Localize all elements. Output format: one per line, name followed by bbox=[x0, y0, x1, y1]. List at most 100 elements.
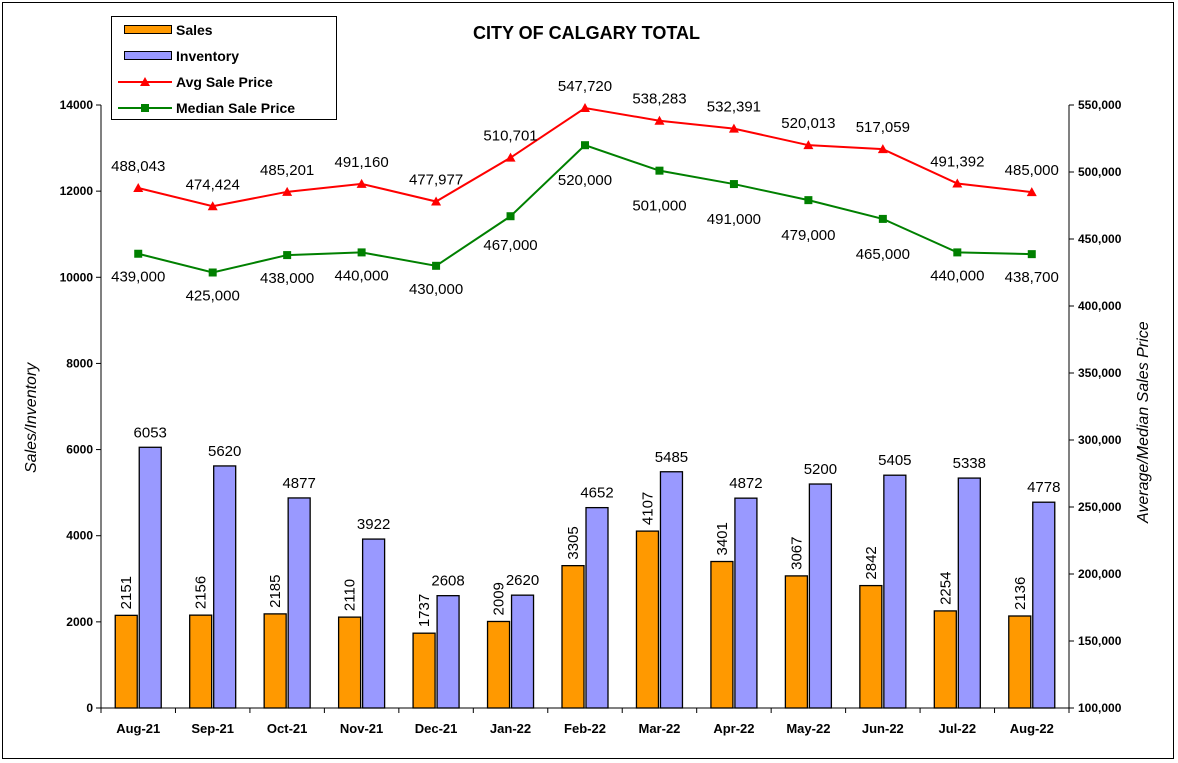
point-avg-sale-price bbox=[803, 140, 814, 150]
x-tick-label: Apr-22 bbox=[713, 721, 754, 736]
data-label-avg-sale-price: 538,283 bbox=[632, 91, 686, 108]
data-label-avg-sale-price: 485,201 bbox=[260, 162, 314, 179]
y-tick-label-left: 10000 bbox=[60, 270, 94, 284]
y-tick-label-right: 350,000 bbox=[1078, 366, 1122, 380]
data-label-avg-sale-price: 510,701 bbox=[483, 128, 537, 145]
point-median-sale-price bbox=[506, 212, 515, 221]
data-label-median-sale-price: 438,700 bbox=[1005, 269, 1059, 286]
data-label-avg-sale-price: 474,424 bbox=[186, 176, 240, 193]
bar-inventory bbox=[138, 446, 162, 709]
bar-sales bbox=[189, 614, 213, 709]
y-tick-label-right: 250,000 bbox=[1078, 500, 1122, 514]
bar-sales bbox=[933, 610, 957, 709]
bar-inventory bbox=[1032, 501, 1056, 709]
bar-inventory bbox=[883, 474, 907, 709]
y-tick-label-left: 2000 bbox=[66, 615, 93, 629]
point-avg-sale-price bbox=[431, 196, 442, 206]
y-tick-label-right: 200,000 bbox=[1078, 567, 1122, 581]
data-label-avg-sale-price: 517,059 bbox=[856, 119, 910, 136]
point-median-sale-price bbox=[357, 248, 366, 257]
data-label-median-sale-price: 430,000 bbox=[409, 281, 463, 298]
bar-inventory bbox=[808, 483, 833, 709]
legend-square-marker bbox=[141, 104, 149, 112]
bar-sales bbox=[263, 613, 287, 709]
bar-sales bbox=[859, 584, 883, 709]
bar-sales bbox=[1008, 615, 1032, 709]
bar-inventory bbox=[510, 594, 535, 709]
point-avg-sale-price bbox=[356, 178, 367, 188]
bar-sales bbox=[784, 575, 809, 709]
data-label-inventory: 4778 bbox=[1027, 479, 1060, 496]
point-avg-sale-price bbox=[728, 123, 739, 133]
legend-item-inventory: Inventory bbox=[112, 45, 336, 67]
data-label-inventory: 2620 bbox=[506, 572, 539, 589]
data-label-avg-sale-price: 491,160 bbox=[334, 154, 388, 171]
data-label-avg-sale-price: 547,720 bbox=[558, 78, 612, 95]
x-tick-label: Jul-22 bbox=[939, 721, 977, 736]
bar-inventory bbox=[361, 538, 386, 709]
data-label-sales: 2009 bbox=[491, 582, 508, 615]
data-label-sales: 2185 bbox=[267, 575, 284, 608]
x-tick-label: Sep-21 bbox=[191, 721, 234, 736]
data-label-sales: 4107 bbox=[639, 492, 656, 525]
data-label-median-sale-price: 440,000 bbox=[334, 267, 388, 284]
x-tick-label: Aug-22 bbox=[1010, 721, 1054, 736]
x-tick-label: Feb-22 bbox=[564, 721, 606, 736]
data-label-median-sale-price: 439,000 bbox=[111, 269, 165, 286]
data-label-inventory: 3922 bbox=[357, 516, 390, 533]
point-avg-sale-price bbox=[1026, 187, 1037, 197]
point-median-sale-price bbox=[953, 248, 962, 257]
x-tick-label: Aug-21 bbox=[116, 721, 160, 736]
point-median-sale-price bbox=[655, 166, 664, 175]
x-tick-label: Oct-21 bbox=[267, 721, 307, 736]
data-label-inventory: 4872 bbox=[729, 475, 762, 492]
x-tick-label: Nov-21 bbox=[340, 721, 383, 736]
point-median-sale-price bbox=[1027, 250, 1036, 259]
point-median-sale-price bbox=[804, 196, 813, 205]
legend-item-sales: Sales bbox=[112, 19, 336, 41]
point-avg-sale-price bbox=[282, 186, 293, 196]
x-tick-label: Jan-22 bbox=[490, 721, 531, 736]
legend: Sales Inventory Avg Sale Price Median Sa… bbox=[111, 16, 337, 120]
data-label-median-sale-price: 467,000 bbox=[483, 237, 537, 254]
data-label-avg-sale-price: 485,000 bbox=[1005, 162, 1059, 179]
point-avg-sale-price bbox=[133, 183, 144, 193]
data-label-inventory: 2608 bbox=[431, 573, 464, 590]
y-tick-label-right: 300,000 bbox=[1078, 433, 1122, 447]
data-label-sales: 2254 bbox=[937, 572, 954, 605]
data-label-inventory: 5485 bbox=[655, 449, 688, 466]
bar-sales bbox=[486, 620, 511, 709]
y-tick-label-left: 8000 bbox=[66, 356, 93, 370]
bar-inventory bbox=[734, 497, 758, 709]
y-tick-label-right: 550,000 bbox=[1078, 98, 1122, 112]
x-tick-label: May-22 bbox=[786, 721, 830, 736]
data-label-sales: 3067 bbox=[788, 537, 805, 570]
data-label-median-sale-price: 438,000 bbox=[260, 270, 314, 287]
bar-sales bbox=[635, 530, 660, 709]
legend-item-avg-sale-price: Avg Sale Price bbox=[112, 71, 336, 93]
data-label-inventory: 5200 bbox=[804, 461, 837, 478]
bar-inventory bbox=[585, 506, 609, 709]
data-label-sales: 2156 bbox=[193, 576, 210, 609]
data-label-sales: 2151 bbox=[118, 576, 135, 609]
bar-inventory bbox=[957, 477, 981, 709]
data-label-avg-sale-price: 520,013 bbox=[781, 115, 835, 132]
point-avg-sale-price bbox=[207, 201, 218, 211]
point-avg-sale-price bbox=[877, 144, 888, 154]
bar-sales bbox=[710, 560, 734, 709]
data-label-inventory: 5338 bbox=[953, 455, 986, 472]
bar-sales bbox=[412, 632, 436, 709]
bar-sales bbox=[114, 614, 138, 709]
y-tick-label-left: 6000 bbox=[66, 443, 93, 457]
data-label-inventory: 4652 bbox=[580, 485, 613, 502]
data-label-sales: 1737 bbox=[416, 594, 433, 627]
point-avg-sale-price bbox=[580, 103, 590, 113]
data-label-sales: 3305 bbox=[565, 526, 582, 559]
data-label-sales: 2842 bbox=[863, 546, 880, 579]
y-tick-label-left: 14000 bbox=[60, 98, 94, 112]
data-label-median-sale-price: 465,000 bbox=[856, 246, 910, 263]
chart-canvas: 0 2000 4000 6000 8000 10000 12000 14000 100,000 1… bbox=[60, 78, 1122, 736]
y-axis-label-left: Sales/Inventory bbox=[23, 362, 40, 473]
y-tick-label-left: 12000 bbox=[60, 184, 94, 198]
